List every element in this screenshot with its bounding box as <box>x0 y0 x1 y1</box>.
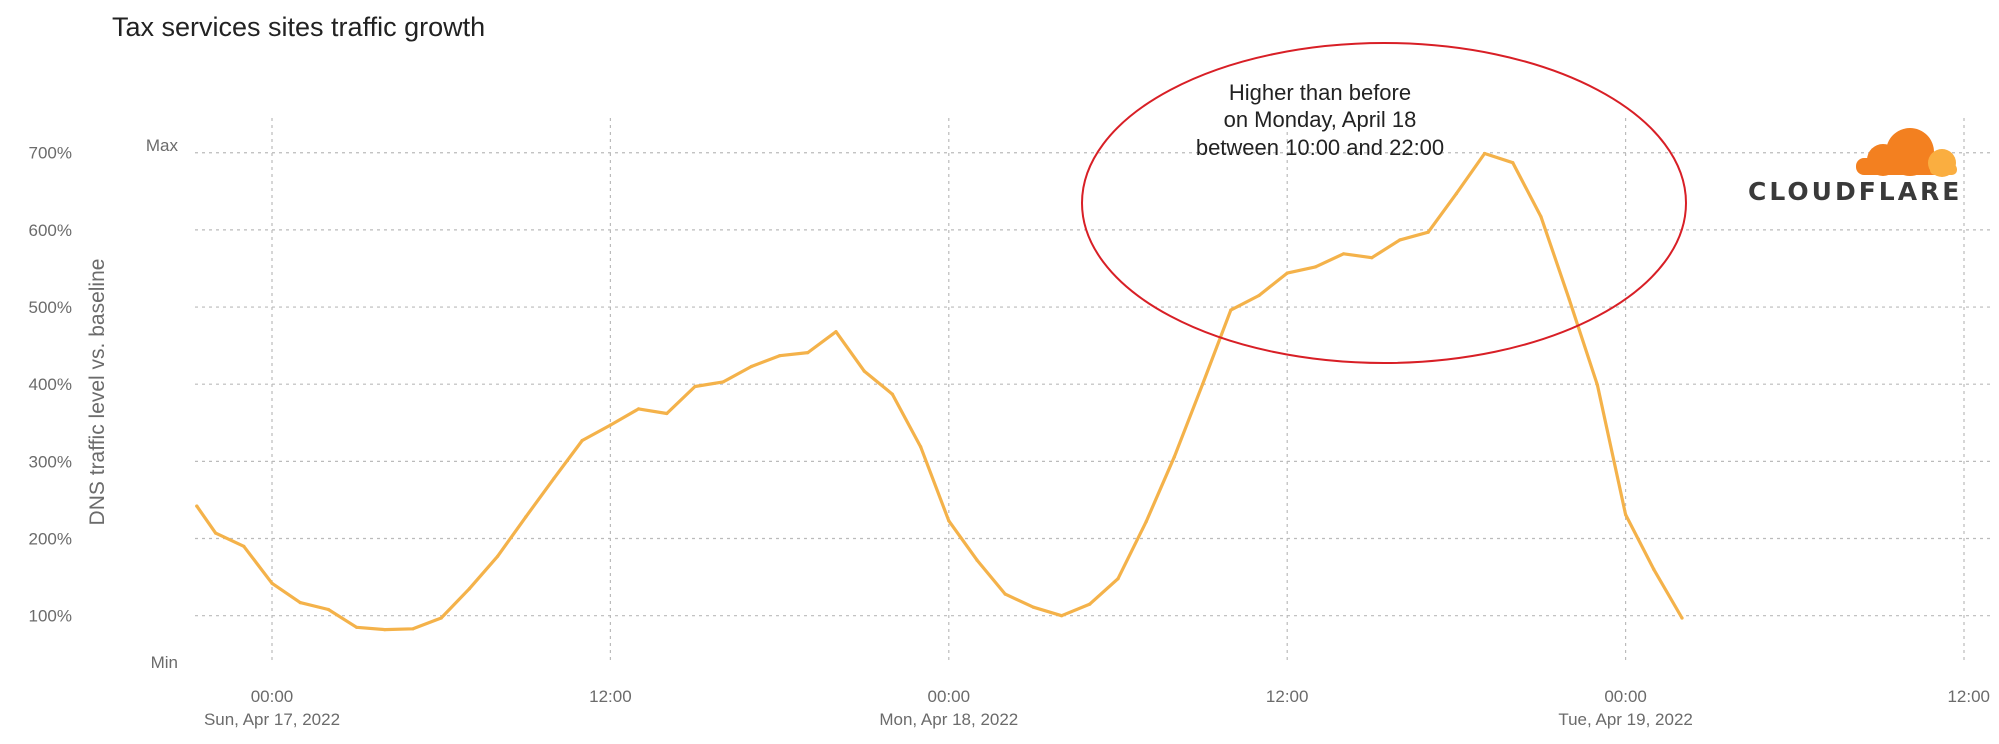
data-point <box>242 544 246 548</box>
data-point <box>1257 293 1261 298</box>
x-tick-label: 12:00 <box>1947 687 1990 706</box>
data-point <box>1342 252 1346 256</box>
data-point <box>665 411 669 416</box>
y-tick-label: 500% <box>29 298 72 317</box>
data-point <box>1172 455 1176 459</box>
data-point <box>580 438 584 443</box>
y-min-label: Min <box>151 653 178 672</box>
data-point <box>1201 382 1205 386</box>
data-point <box>552 476 556 480</box>
x-tick-label: 12:00 <box>589 687 632 706</box>
x-date-label: Tue, Apr 19, 2022 <box>1558 710 1693 729</box>
data-point <box>1511 161 1515 165</box>
x-tick-label: 00:00 <box>1604 687 1647 706</box>
data-point <box>778 354 782 358</box>
annotation-ellipse <box>1081 42 1687 364</box>
y-tick-label: 600% <box>29 221 72 240</box>
series-line <box>195 151 1684 632</box>
data-point <box>195 504 199 508</box>
data-point <box>975 558 979 562</box>
data-point <box>270 581 274 585</box>
data-point <box>637 407 641 411</box>
data-point <box>355 625 359 629</box>
x-date-label: Sun, Apr 17, 2022 <box>204 710 340 729</box>
grid-lines <box>195 118 1990 662</box>
x-tick-label: 12:00 <box>1266 687 1309 706</box>
data-point <box>749 364 754 369</box>
data-point <box>947 519 951 523</box>
annotation-line-1: Higher than before <box>1229 80 1411 105</box>
data-point <box>1060 614 1064 618</box>
data-point <box>214 531 218 535</box>
data-point <box>496 554 500 558</box>
y-axis: 100% 200% 300% 400% 500% 600% 700% Max Min <box>29 136 179 672</box>
data-point <box>411 627 415 631</box>
data-point <box>1426 230 1430 234</box>
data-point <box>1539 215 1543 219</box>
logo-wordmark: CLOUDFLARE <box>1748 177 1962 206</box>
annotation-line-3: between 10:00 and 22:00 <box>1196 135 1444 160</box>
annotation-line-2: on Monday, April 18 <box>1224 107 1417 132</box>
data-point <box>1116 577 1120 581</box>
data-point <box>1483 151 1487 156</box>
x-date-label: Mon, Apr 18, 2022 <box>879 710 1018 729</box>
y-axis-label: DNS traffic level vs. baseline <box>86 259 109 526</box>
data-point <box>1088 602 1092 606</box>
data-point <box>1652 567 1656 572</box>
data-point <box>326 607 330 612</box>
x-tick-label: 00:00 <box>928 687 971 706</box>
data-point <box>439 616 443 620</box>
data-point <box>721 380 725 384</box>
x-tick-label: 00:00 <box>251 687 294 706</box>
data-point <box>1031 605 1035 609</box>
data-point <box>467 587 471 591</box>
data-point <box>1595 383 1599 387</box>
y-tick-label: 700% <box>29 144 72 163</box>
y-max-label: Max <box>146 136 179 155</box>
data-point <box>1313 265 1317 269</box>
y-tick-label: 400% <box>29 375 72 394</box>
data-point <box>1370 256 1374 260</box>
data-point <box>834 330 838 334</box>
y-tick-label: 200% <box>29 530 72 549</box>
series-layer <box>195 151 1684 632</box>
y-tick-label: 100% <box>29 607 72 626</box>
y-tick-label: 300% <box>29 452 72 471</box>
cloud-icon <box>1856 128 1957 177</box>
data-point <box>693 384 697 389</box>
data-point <box>862 369 866 373</box>
data-point <box>298 601 302 605</box>
data-point <box>919 445 923 449</box>
x-axis: 00:00 Sun, Apr 17, 2022 12:00 00:00 Mon, Apr… <box>204 687 1990 729</box>
data-point <box>1454 192 1458 196</box>
data-point <box>1680 616 1684 620</box>
data-point <box>383 628 387 632</box>
annotation-group: Higher than before on Monday, April 18 b… <box>1081 42 1687 364</box>
data-point <box>524 515 528 519</box>
cloudflare-logo: CLOUDFLARE <box>1748 128 1962 206</box>
data-point <box>1398 238 1402 242</box>
data-point <box>1285 271 1289 275</box>
chart-title: Tax services sites traffic growth <box>112 12 486 42</box>
data-point <box>608 423 613 427</box>
data-point <box>1229 308 1233 312</box>
data-point <box>1003 592 1007 596</box>
data-point <box>1624 513 1628 517</box>
data-point <box>1567 297 1571 301</box>
data-point <box>890 392 895 396</box>
data-point <box>806 351 810 355</box>
data-point <box>1144 520 1148 524</box>
